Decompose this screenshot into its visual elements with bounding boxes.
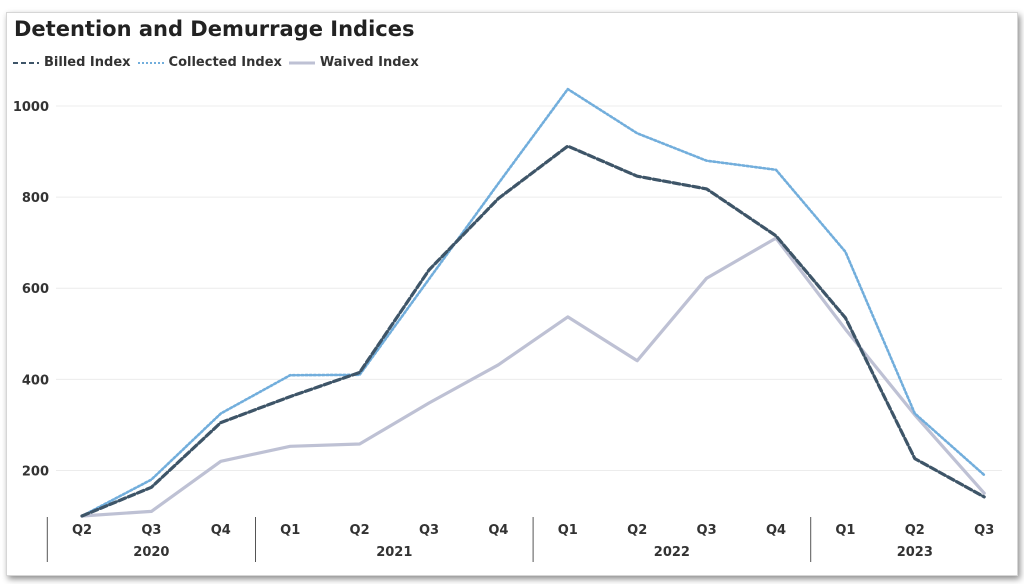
series-lines bbox=[80, 87, 986, 518]
series-line-waived-index bbox=[80, 236, 986, 518]
y-tick-label: 1000 bbox=[13, 100, 49, 115]
x-axis: Q2 Q3 Q4 Q1 Q2 Q3 Q4 Q1 Q2 Q3 Q4 Q1 Q2 Q3 2020 2021 2022… bbox=[46, 517, 994, 562]
x-tick-label: Q4 bbox=[211, 523, 231, 538]
y-tick-label: 200 bbox=[22, 464, 49, 479]
y-axis-ticks: 200 400 600 800 1000 bbox=[13, 100, 49, 479]
x-tick-label: Q1 bbox=[280, 523, 300, 538]
x-tick-label: Q3 bbox=[141, 523, 161, 538]
series-line-collected-index bbox=[80, 87, 986, 518]
legend-label-waived: Waived Index bbox=[319, 55, 419, 70]
legend-item-collected: Collected Index bbox=[137, 55, 282, 70]
x-tick-label: Q3 bbox=[974, 523, 994, 538]
legend-swatch-collected bbox=[137, 61, 164, 64]
x-group-label: 2021 bbox=[376, 545, 412, 560]
gridlines bbox=[56, 105, 1002, 471]
legend: Billed Index Collected Index Waived Inde… bbox=[12, 55, 425, 70]
legend-swatch-billed bbox=[13, 61, 39, 64]
x-group-label: 2020 bbox=[133, 545, 169, 560]
chart-title: Detention and Demurrage Indices bbox=[14, 17, 415, 41]
x-group-label: 2022 bbox=[654, 545, 690, 560]
series-line-billed-index bbox=[80, 144, 986, 518]
x-group-label: 2023 bbox=[897, 545, 933, 560]
x-tick-label: Q2 bbox=[627, 523, 647, 538]
x-tick-label: Q4 bbox=[488, 523, 508, 538]
legend-swatch-waived bbox=[288, 61, 315, 64]
x-tick-label: Q3 bbox=[419, 523, 439, 538]
y-tick-label: 600 bbox=[22, 282, 49, 297]
x-tick-label: Q1 bbox=[558, 523, 578, 538]
legend-item-waived: Waived Index bbox=[288, 55, 419, 70]
x-tick-label: Q4 bbox=[766, 523, 786, 538]
legend-label-billed: Billed Index bbox=[44, 55, 131, 70]
x-tick-label: Q3 bbox=[697, 523, 717, 538]
legend-item-billed: Billed Index bbox=[12, 55, 131, 70]
y-tick-label: 800 bbox=[22, 191, 49, 206]
x-tick-label: Q2 bbox=[905, 523, 925, 538]
legend-label-collected: Collected Index bbox=[168, 55, 282, 70]
y-tick-label: 400 bbox=[22, 373, 49, 388]
x-tick-label: Q2 bbox=[72, 523, 92, 538]
x-tick-label: Q1 bbox=[835, 523, 855, 538]
x-tick-label: Q2 bbox=[350, 523, 370, 538]
